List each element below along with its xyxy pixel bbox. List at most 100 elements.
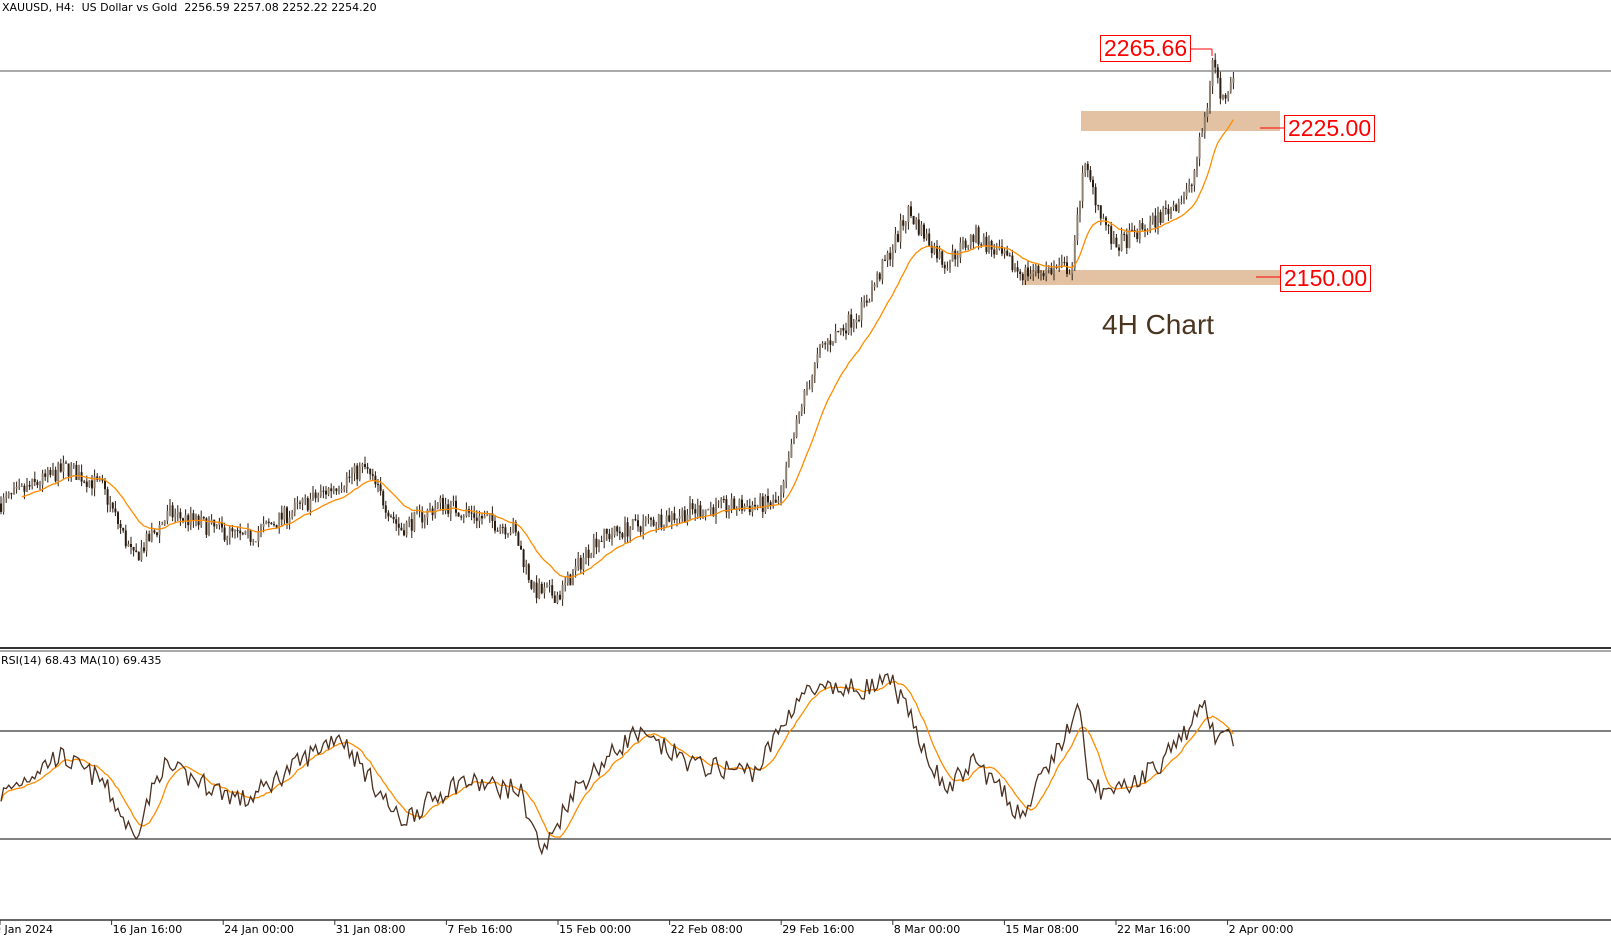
candle bbox=[457, 512, 460, 517]
candle bbox=[899, 213, 902, 249]
candle bbox=[533, 581, 535, 593]
candle bbox=[629, 526, 632, 543]
candle bbox=[1076, 207, 1079, 246]
candle bbox=[83, 479, 86, 484]
candle bbox=[816, 347, 819, 369]
candle bbox=[998, 239, 1001, 251]
candle bbox=[405, 520, 408, 538]
candle bbox=[988, 235, 990, 254]
candle bbox=[247, 523, 249, 539]
candle bbox=[673, 506, 676, 524]
candle bbox=[267, 518, 270, 528]
candle bbox=[1177, 198, 1180, 213]
candle bbox=[358, 462, 361, 482]
candle bbox=[670, 511, 673, 530]
candle bbox=[301, 497, 304, 511]
candle bbox=[1157, 206, 1159, 235]
candle bbox=[231, 524, 234, 538]
candle bbox=[475, 510, 478, 529]
high-price-label[interactable]: 2265.66 bbox=[1100, 35, 1192, 62]
candle bbox=[70, 462, 73, 482]
candle bbox=[143, 542, 145, 554]
candle bbox=[137, 551, 140, 561]
candle bbox=[689, 496, 691, 521]
candle bbox=[676, 518, 678, 527]
chart-note-text[interactable]: 4H Chart bbox=[1102, 309, 1215, 340]
candle bbox=[161, 521, 164, 526]
candle bbox=[114, 501, 117, 517]
candle bbox=[429, 502, 431, 512]
candles-group bbox=[0, 53, 1235, 606]
candle bbox=[990, 239, 993, 257]
candle bbox=[254, 541, 257, 543]
candle bbox=[5, 491, 8, 503]
candle bbox=[36, 479, 39, 489]
candle bbox=[715, 497, 717, 524]
support-zone-2150[interactable] bbox=[1024, 270, 1280, 285]
candle bbox=[995, 242, 998, 255]
candle bbox=[1107, 223, 1110, 235]
candle bbox=[876, 271, 879, 288]
candle bbox=[910, 201, 912, 219]
candle bbox=[686, 508, 689, 526]
candle bbox=[444, 497, 447, 515]
candle bbox=[1141, 218, 1144, 231]
candle bbox=[1058, 257, 1061, 272]
candle bbox=[904, 221, 907, 234]
candle bbox=[774, 491, 777, 504]
candle bbox=[943, 261, 946, 274]
candle bbox=[936, 240, 938, 263]
candle bbox=[725, 495, 728, 519]
candle bbox=[696, 498, 699, 519]
candle bbox=[637, 514, 639, 532]
candle bbox=[366, 462, 369, 474]
candle bbox=[954, 248, 957, 267]
candle bbox=[808, 380, 811, 390]
time-tick-label: 16 Jan 16:00 bbox=[112, 923, 183, 936]
candle bbox=[72, 462, 75, 469]
candle bbox=[722, 495, 725, 504]
resistance-price-label[interactable]: 2225.00 bbox=[1284, 115, 1376, 142]
candle bbox=[813, 362, 816, 384]
support-price-label[interactable]: 2150.00 bbox=[1280, 265, 1372, 292]
resistance-zone-2225[interactable] bbox=[1081, 111, 1280, 131]
candle bbox=[884, 254, 886, 262]
candle bbox=[434, 500, 437, 519]
candle bbox=[1183, 191, 1185, 205]
candle bbox=[408, 516, 411, 528]
candle bbox=[189, 506, 192, 531]
candle bbox=[304, 494, 307, 506]
candle bbox=[930, 241, 933, 258]
candle bbox=[616, 525, 619, 537]
candle bbox=[1079, 200, 1081, 223]
candle bbox=[49, 467, 52, 478]
candle bbox=[395, 514, 398, 531]
candle bbox=[171, 502, 174, 522]
candle bbox=[829, 333, 832, 353]
candle bbox=[915, 216, 918, 230]
candle bbox=[1042, 270, 1045, 280]
candle bbox=[31, 478, 34, 490]
candle bbox=[85, 475, 88, 493]
candle bbox=[1198, 132, 1201, 167]
candle bbox=[338, 485, 340, 495]
candle bbox=[720, 497, 723, 509]
candle bbox=[603, 528, 606, 549]
candle bbox=[153, 529, 156, 535]
candle bbox=[517, 530, 520, 546]
candle bbox=[470, 505, 473, 521]
candle bbox=[522, 548, 525, 573]
candle bbox=[564, 576, 567, 592]
moving-average-line bbox=[21, 119, 1234, 579]
candle bbox=[59, 458, 62, 473]
candle bbox=[543, 582, 546, 599]
candle bbox=[512, 517, 515, 534]
rsi-line bbox=[0, 672, 1235, 856]
candle bbox=[1227, 91, 1230, 102]
candle bbox=[20, 483, 23, 488]
candle bbox=[660, 508, 663, 531]
candle bbox=[1159, 209, 1162, 226]
candle bbox=[54, 466, 57, 483]
candle bbox=[1123, 231, 1126, 242]
candle bbox=[400, 522, 403, 531]
